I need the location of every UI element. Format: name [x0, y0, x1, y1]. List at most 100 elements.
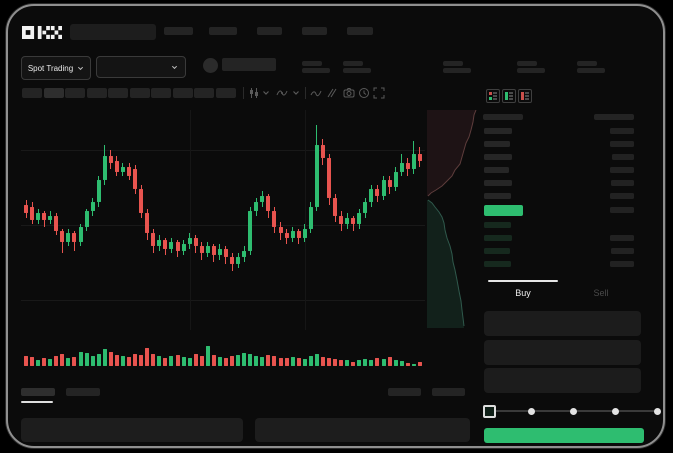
timeframe-button[interactable] [194, 88, 214, 98]
bottom-action-placeholder[interactable] [388, 388, 421, 396]
orderbook-row-bar[interactable] [484, 154, 512, 160]
stat-label-placeholder [302, 61, 322, 66]
clock-icon[interactable] [358, 87, 370, 99]
toolbar-divider [305, 87, 306, 99]
gridline [21, 300, 425, 301]
camera-icon[interactable] [343, 87, 355, 99]
orderbook-row-bar[interactable] [610, 167, 634, 173]
chevron-down-icon[interactable] [292, 89, 300, 97]
chevron-down-icon[interactable] [262, 89, 270, 97]
orderbook-row-bar[interactable] [610, 261, 634, 267]
orderbook-row-bar[interactable] [484, 167, 509, 173]
chevron-down-icon [171, 65, 178, 69]
stat-label-placeholder [443, 61, 463, 66]
stat-label-placeholder [343, 61, 363, 66]
orderbook-row-bar[interactable] [611, 248, 634, 254]
orderbook-row-bar[interactable] [610, 141, 634, 147]
candle-style-icon[interactable] [248, 87, 260, 99]
gridline [21, 150, 425, 151]
stat-label-placeholder [517, 61, 537, 66]
spot-trading-dropdown[interactable]: Spot Trading [21, 56, 91, 80]
bottom-panel-placeholder [255, 418, 470, 442]
gridline [190, 110, 191, 330]
timeframe-button[interactable] [43, 88, 64, 98]
volume-chart [21, 345, 425, 366]
stat-value-placeholder [443, 68, 471, 73]
orderbook-row-bar[interactable] [610, 207, 634, 213]
gridline [305, 110, 306, 330]
timeframe-button[interactable] [22, 88, 42, 98]
indicators-icon[interactable] [276, 87, 288, 99]
orderbook-row-bar[interactable] [610, 193, 634, 199]
buy-button[interactable] [484, 428, 644, 443]
orderbook-row-bar[interactable] [484, 222, 511, 228]
last-price-highlight[interactable] [484, 205, 523, 216]
nav-item-placeholder[interactable] [302, 27, 327, 35]
bottom-tab-active-placeholder[interactable] [21, 388, 55, 396]
coin-avatar [203, 58, 218, 73]
timeframe-button[interactable] [129, 88, 150, 98]
nav-item-placeholder[interactable] [209, 27, 237, 35]
timeframe-button[interactable] [172, 88, 193, 98]
stat-value-placeholder [517, 68, 545, 73]
header-search-placeholder[interactable] [70, 24, 156, 40]
orderbook-row-bar[interactable] [484, 261, 511, 267]
tab-buy[interactable]: Buy [515, 288, 531, 298]
timeframe-button[interactable] [86, 88, 107, 98]
bottom-tab-placeholder[interactable] [66, 388, 100, 396]
slider-dot[interactable] [527, 407, 535, 415]
stat-value-placeholder [302, 68, 330, 73]
orderbook-layout-bids-icon[interactable] [502, 89, 516, 103]
device-frame: Spot Trading [6, 4, 665, 448]
orderbook-row-bar[interactable] [484, 248, 510, 254]
orderbook-row-bar[interactable] [484, 128, 512, 134]
compare-icon[interactable] [325, 87, 337, 99]
orderbook-row-bar[interactable] [610, 128, 634, 134]
orderbook-row-bar[interactable] [610, 235, 634, 241]
stat-value-placeholder [577, 68, 605, 73]
slider-dot[interactable] [611, 407, 619, 415]
nav-item-placeholder[interactable] [164, 27, 193, 35]
tab-sell[interactable]: Sell [593, 288, 609, 298]
orderbook-row-bar[interactable] [611, 180, 634, 186]
nav-item-placeholder[interactable] [257, 27, 282, 35]
orderbook-row-bar[interactable] [612, 154, 634, 160]
bottom-tab-active-underline [21, 401, 53, 403]
amount-field-placeholder[interactable] [484, 340, 641, 365]
slider-dot[interactable] [569, 407, 577, 415]
chevron-down-icon [78, 66, 84, 70]
depth-chart[interactable] [427, 109, 479, 328]
bottom-action-placeholder[interactable] [432, 388, 465, 396]
fullscreen-icon[interactable] [373, 87, 385, 99]
nav-item-placeholder[interactable] [347, 27, 373, 35]
pair-select[interactable] [96, 56, 186, 78]
price-field-placeholder[interactable] [484, 311, 641, 336]
line-chart-icon[interactable] [310, 87, 322, 99]
gridline [21, 225, 425, 226]
toolbar-divider [243, 87, 244, 99]
orderbook-header-amount-placeholder [594, 114, 634, 120]
spot-trading-label: Spot Trading [27, 63, 74, 73]
total-field-placeholder[interactable] [484, 368, 641, 393]
candlestick-chart[interactable] [21, 110, 425, 330]
timeframe-button[interactable] [108, 88, 128, 98]
orderbook-header-price-placeholder [483, 114, 523, 120]
slider-handle[interactable] [482, 404, 496, 418]
timeframe-button[interactable] [151, 88, 171, 98]
ticker-price-placeholder [222, 58, 276, 71]
orderbook-row-bar[interactable] [484, 235, 512, 241]
stat-label-placeholder [577, 61, 597, 66]
bottom-panel-placeholder [21, 418, 243, 442]
timeframe-button[interactable] [65, 88, 85, 98]
timeframe-button[interactable] [215, 88, 236, 98]
orderbook-row-bar[interactable] [484, 141, 510, 147]
orderbook-layout-asks-icon[interactable] [518, 89, 532, 103]
orderbook-row-bar[interactable] [484, 180, 512, 186]
okx-logo [22, 25, 62, 40]
orderbook-row-bar[interactable] [484, 193, 511, 199]
stat-value-placeholder [343, 68, 371, 73]
orderbook-layout-both-icon[interactable] [486, 89, 500, 103]
amount-slider[interactable] [482, 403, 661, 419]
buy-tab-indicator [488, 280, 558, 282]
slider-dot[interactable] [653, 407, 661, 415]
